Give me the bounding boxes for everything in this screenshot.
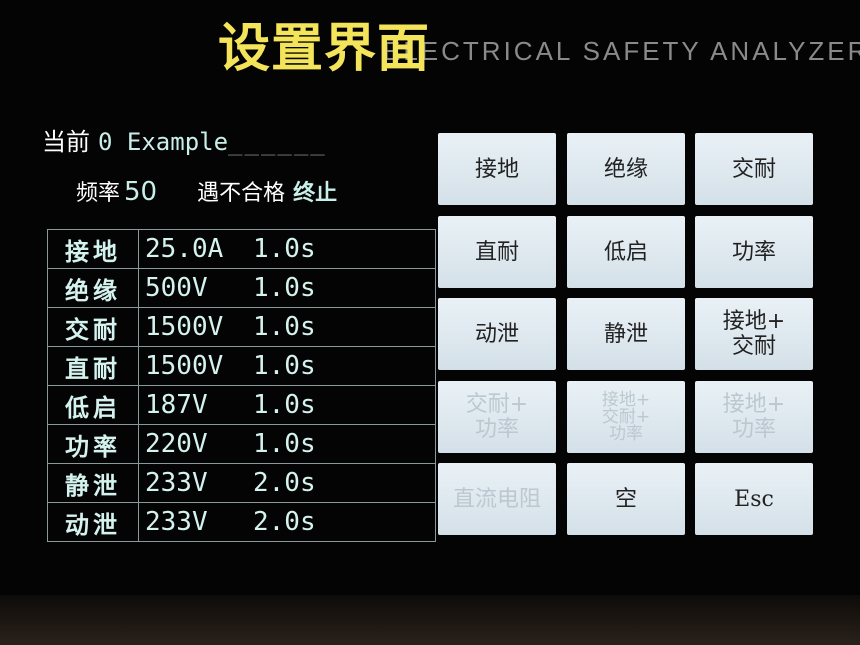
- test-name: 接地: [47, 229, 139, 269]
- test-name: 静泄: [47, 463, 139, 503]
- test-params: 233V 2.0s: [138, 463, 436, 503]
- button-label: 绝缘: [603, 156, 648, 182]
- test-value: 1500V: [145, 351, 224, 381]
- button-label: 低启: [603, 239, 648, 265]
- test-name: 功率: [47, 424, 139, 464]
- test-params: 500V 1.0s: [138, 268, 436, 308]
- test-button[interactable]: 交耐+ 功率: [438, 381, 556, 453]
- screen-bezel: [0, 595, 860, 645]
- button-label: Esc: [734, 486, 774, 512]
- button-label: 功率: [731, 239, 776, 265]
- test-name: 低启: [47, 385, 139, 425]
- test-button[interactable]: 接地+ 交耐+ 功率: [567, 381, 685, 453]
- table-row[interactable]: 静泄 233V 2.0s: [47, 463, 436, 503]
- test-time: 2.0s: [253, 507, 316, 537]
- test-name: 绝缘: [47, 268, 139, 308]
- fail-action-label: 遇不合格: [197, 181, 286, 206]
- test-button[interactable]: 绝缘: [567, 133, 685, 205]
- test-time: 1.0s: [253, 273, 316, 303]
- button-label: 动泄: [474, 321, 519, 347]
- fail-action-value[interactable]: 终止: [293, 181, 338, 206]
- button-label: 静泄: [603, 321, 648, 347]
- test-time: 1.0s: [253, 351, 316, 381]
- test-time: 1.0s: [253, 234, 316, 264]
- test-value: 220V: [145, 429, 208, 459]
- button-label: 接地: [474, 156, 519, 182]
- current-value: 0 Example: [98, 128, 229, 156]
- test-button[interactable]: 接地+ 交耐: [695, 298, 813, 370]
- test-button[interactable]: 低启: [567, 216, 685, 288]
- table-row[interactable]: 交耐 1500V 1.0s: [47, 307, 436, 347]
- test-button[interactable]: 功率: [695, 216, 813, 288]
- test-button[interactable]: 动泄: [438, 298, 556, 370]
- test-params: 25.0A 1.0s: [138, 229, 436, 269]
- test-params: 220V 1.0s: [138, 424, 436, 464]
- test-name: 交耐: [47, 307, 139, 347]
- button-label: 空: [614, 486, 637, 512]
- test-value: 1500V: [145, 312, 224, 342]
- test-value: 187V: [145, 390, 208, 420]
- current-label: 当前: [42, 128, 90, 156]
- table-row[interactable]: 低启 187V 1.0s: [47, 385, 436, 425]
- table-row[interactable]: 绝缘 500V 1.0s: [47, 268, 436, 308]
- table-row[interactable]: 直耐 1500V 1.0s: [47, 346, 436, 386]
- test-button[interactable]: 空: [567, 463, 685, 535]
- test-button[interactable]: 直流电阻: [438, 463, 556, 535]
- test-time: 1.0s: [253, 390, 316, 420]
- test-time: 2.0s: [253, 468, 316, 498]
- frequency-value[interactable]: 50: [124, 177, 158, 207]
- test-time: 1.0s: [253, 312, 316, 342]
- brand-subtitle: ELECTRICAL SAFETY ANALYZER: [383, 36, 860, 66]
- test-value: 500V: [145, 273, 208, 303]
- page-title: 设置界面: [218, 19, 431, 79]
- test-value: 233V: [145, 507, 208, 537]
- test-button[interactable]: 接地: [438, 133, 556, 205]
- current-placeholder: ______: [228, 128, 327, 156]
- table-row[interactable]: 接地 25.0A 1.0s: [47, 229, 436, 269]
- current-program[interactable]: 当前 0 Example______: [42, 122, 327, 157]
- button-label: 接地+ 交耐+ 功率: [601, 389, 651, 444]
- test-name: 直耐: [47, 346, 139, 386]
- test-value: 25.0A: [145, 234, 224, 264]
- test-params: 233V 2.0s: [138, 502, 436, 542]
- test-params: 187V 1.0s: [138, 385, 436, 425]
- table-row[interactable]: 动泄 233V 2.0s: [47, 502, 436, 542]
- button-label: 交耐: [731, 156, 776, 182]
- table-row[interactable]: 功率 220V 1.0s: [47, 424, 436, 464]
- test-button[interactable]: Esc: [695, 463, 813, 535]
- test-name: 动泄: [47, 502, 139, 542]
- test-button[interactable]: 静泄: [567, 298, 685, 370]
- test-button[interactable]: 交耐: [695, 133, 813, 205]
- test-params: 1500V 1.0s: [138, 346, 436, 386]
- button-label: 直流电阻: [452, 486, 541, 512]
- settings-row: 频率 50 遇不合格 终止: [76, 175, 337, 207]
- test-button[interactable]: 直耐: [438, 216, 556, 288]
- frequency-label: 频率: [76, 181, 121, 206]
- test-button[interactable]: 接地+ 功率: [695, 381, 813, 453]
- button-label: 接地+ 交耐: [722, 309, 786, 359]
- test-table: 接地 25.0A 1.0s 绝缘 500V 1.0s 交耐 1500V 1.0s 直耐 1500V 1…: [47, 229, 436, 542]
- test-value: 233V: [145, 468, 208, 498]
- button-label: 直耐: [474, 239, 519, 265]
- button-label: 交耐+ 功率: [465, 392, 529, 442]
- test-time: 1.0s: [253, 429, 316, 459]
- test-params: 1500V 1.0s: [138, 307, 436, 347]
- button-label: 接地+ 功率: [722, 392, 786, 442]
